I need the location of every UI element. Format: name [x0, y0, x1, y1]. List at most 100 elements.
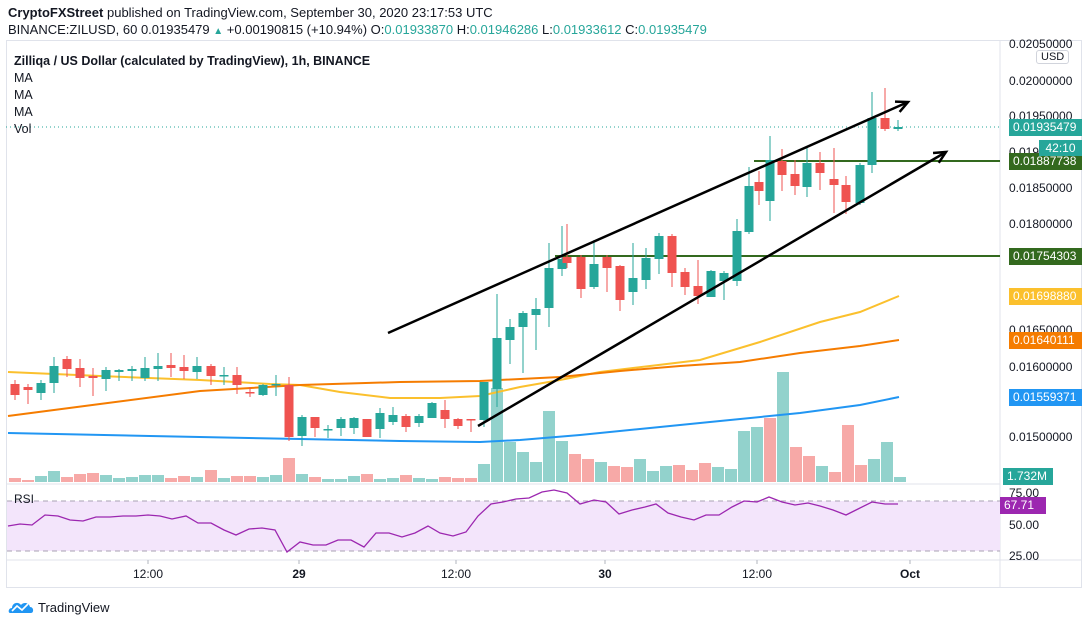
candle-body	[101, 370, 111, 379]
candle-body	[362, 419, 372, 437]
arrowhead-icon	[932, 150, 949, 164]
volume-bar	[738, 431, 750, 482]
volume-bar	[126, 477, 138, 482]
candle-body	[829, 179, 839, 185]
volume-bar	[777, 372, 789, 482]
candle-body	[732, 231, 742, 281]
candle-body	[719, 273, 729, 281]
candle-body	[88, 376, 98, 378]
legend-ma-2[interactable]: MA	[14, 88, 33, 102]
candle-body	[867, 118, 877, 165]
volume-bar	[61, 477, 73, 482]
volume-bar	[348, 476, 360, 482]
candle-body	[453, 419, 463, 426]
legend-ma-3[interactable]: MA	[14, 105, 33, 119]
volume-bar	[244, 476, 256, 482]
candle-body	[271, 384, 281, 386]
candle-body	[179, 367, 189, 371]
volume-bar	[699, 463, 711, 482]
volume-bar	[35, 476, 47, 482]
candle-body	[893, 127, 903, 129]
volume-bar	[74, 474, 86, 482]
candle-body	[245, 392, 255, 394]
currency-label[interactable]: USD	[1036, 50, 1070, 64]
candle-body	[153, 366, 163, 369]
volume-bar	[87, 473, 99, 482]
tradingview-brand[interactable]: TradingView	[8, 599, 110, 615]
volume-bar	[881, 442, 893, 482]
candle-body	[192, 366, 202, 372]
time-tick-label: 12:00	[440, 567, 472, 581]
price-badge: 0.01935479	[1009, 119, 1082, 136]
volume-bar	[621, 467, 633, 482]
volume-bar	[647, 471, 659, 482]
volume-bar	[400, 475, 412, 482]
candle-body	[855, 165, 865, 203]
volume-bar	[478, 464, 490, 482]
price-tick-label: 0.01850000	[1009, 181, 1073, 195]
candle-body	[166, 365, 176, 368]
candle-body	[693, 286, 703, 296]
price-badge: 0.01887738	[1009, 153, 1082, 170]
volume-bar	[100, 475, 112, 482]
time-tick-label: 12:00	[132, 567, 164, 581]
chart-frame	[6, 40, 1082, 588]
legend-volume[interactable]: Vol	[14, 122, 32, 136]
price-tick-label: 0.01500000	[1009, 430, 1073, 444]
candle-body	[562, 257, 572, 263]
volume-bar	[556, 441, 568, 482]
volume-bar	[22, 480, 34, 482]
time-tick-label: 29	[292, 567, 306, 581]
candle-body	[841, 185, 851, 202]
price-tick-label: 0.02050000	[1009, 37, 1073, 51]
rsi-band	[7, 501, 1000, 551]
rsi-label[interactable]: RSI	[14, 492, 35, 506]
publisher-name: CryptoFXStreet	[8, 5, 104, 20]
candle-body	[615, 266, 625, 300]
price-badge: 0.01754303	[1009, 248, 1082, 265]
rsi-tick-label: 50.00	[1009, 518, 1040, 532]
volume-bar	[517, 452, 529, 482]
legend-ma-1[interactable]: MA	[14, 71, 33, 85]
volume-bar	[582, 459, 594, 482]
candle-body	[206, 366, 216, 376]
price-badge: 0.01640111	[1009, 332, 1082, 349]
candle-body	[602, 257, 612, 268]
candle-body	[127, 369, 137, 371]
low-value: 0.01933612	[552, 22, 622, 37]
price-tick-label: 0.01800000	[1009, 217, 1073, 231]
open-value: 0.01933870	[384, 22, 454, 37]
volume-bar	[842, 425, 854, 482]
candle-body	[790, 174, 800, 186]
candle-body	[375, 413, 385, 429]
volume-bar	[165, 478, 177, 482]
candle-body	[576, 257, 586, 289]
volume-bar	[751, 427, 763, 482]
price-badge: 0.01559371	[1009, 389, 1082, 406]
volume-bar	[543, 411, 555, 482]
close-value: 0.01935479	[638, 22, 707, 37]
candle-body	[349, 418, 359, 428]
volume-bar	[205, 470, 217, 482]
candle-body	[388, 415, 398, 422]
candle-body	[466, 419, 476, 421]
brand-name: TradingView	[38, 599, 110, 615]
tradingview-logo-icon	[8, 602, 34, 613]
candle-body	[815, 163, 825, 173]
time-tick-label: 30	[598, 567, 612, 581]
candle-body	[531, 309, 541, 315]
volume-bar	[361, 474, 373, 482]
candle-body	[706, 271, 716, 297]
volume-bar	[803, 456, 815, 482]
volume-bar	[686, 470, 698, 482]
legend-title: Zilliqa / US Dollar (calculated by Tradi…	[14, 54, 371, 68]
candle-body	[802, 163, 812, 187]
last-price: 0.01935479	[140, 22, 210, 37]
moving-average-line-1	[7, 295, 900, 399]
candle-body	[62, 359, 72, 369]
candle-body	[680, 272, 690, 287]
arrowhead-icon	[894, 100, 911, 113]
candle-body	[297, 417, 307, 436]
volume-bar	[335, 479, 347, 482]
